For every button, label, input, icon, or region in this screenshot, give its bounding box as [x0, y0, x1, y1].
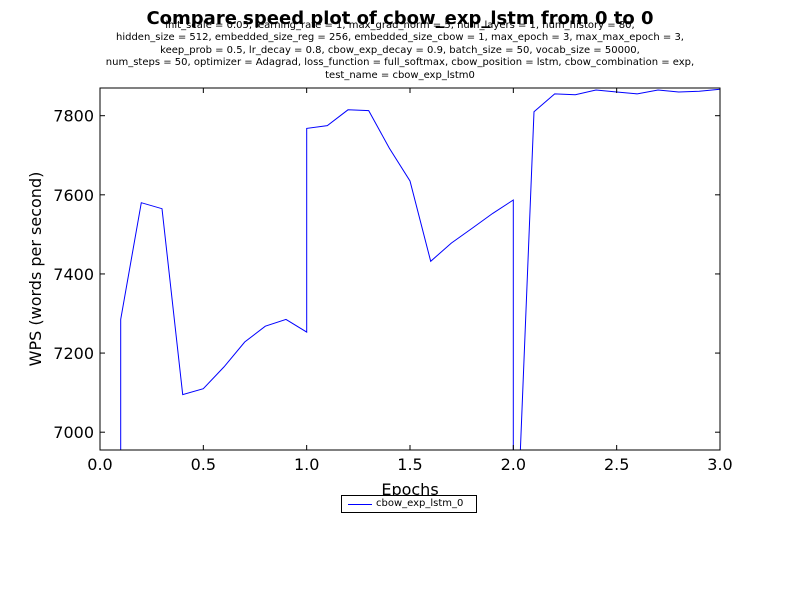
- series-line: [120, 88, 720, 450]
- x-tick-label: 2.0: [501, 455, 526, 474]
- x-tick-label: 0.5: [191, 455, 216, 474]
- legend: cbow_exp_lstm_0: [341, 495, 477, 513]
- x-tick-label: 1.0: [294, 455, 319, 474]
- params-line: hidden_size = 512, embedded_size_reg = 2…: [115, 32, 684, 44]
- chart-title: Compare speed plot of cbow_exp_lstm from…: [146, 8, 654, 29]
- x-tick-label: 0.0: [87, 455, 112, 474]
- y-axis-label: WPS (words per second): [26, 172, 45, 367]
- params-line: num_steps = 50, optimizer = Adagrad, los…: [105, 57, 695, 69]
- y-tick-label: 7800: [53, 107, 94, 126]
- params-line: init_scale = 0.05, learning_rate = 1, ma…: [165, 20, 635, 31]
- x-tick-label: 2.5: [604, 455, 629, 474]
- params-line: keep_prob = 0.5, lr_decay = 0.8, cbow_ex…: [160, 44, 640, 56]
- legend-label: cbow_exp_lstm_0: [376, 498, 464, 509]
- x-tick-label: 3.0: [707, 455, 732, 474]
- axes-layer: 0.0 0.5 1.0 1.5 2.0 2.5 3.0 7000 7200 7400 7600 780…: [53, 88, 733, 474]
- chart-subtitle-params: init_scale = 0.05, learning_rate = 1, ma…: [0, 20, 800, 82]
- plot-frame: [99, 87, 721, 451]
- y-tick-label: 7600: [53, 186, 94, 205]
- y-tick-label: 7000: [53, 423, 94, 442]
- legend-swatch: [348, 504, 372, 505]
- y-tick-label: 7200: [53, 344, 94, 363]
- params-line: test_name = cbow_exp_lstm0: [325, 69, 475, 81]
- x-tick-label: 1.5: [397, 455, 422, 474]
- series-layer: [120, 88, 720, 450]
- x-axis-label: Epochs: [381, 480, 438, 499]
- y-tick-label: 7400: [53, 265, 94, 284]
